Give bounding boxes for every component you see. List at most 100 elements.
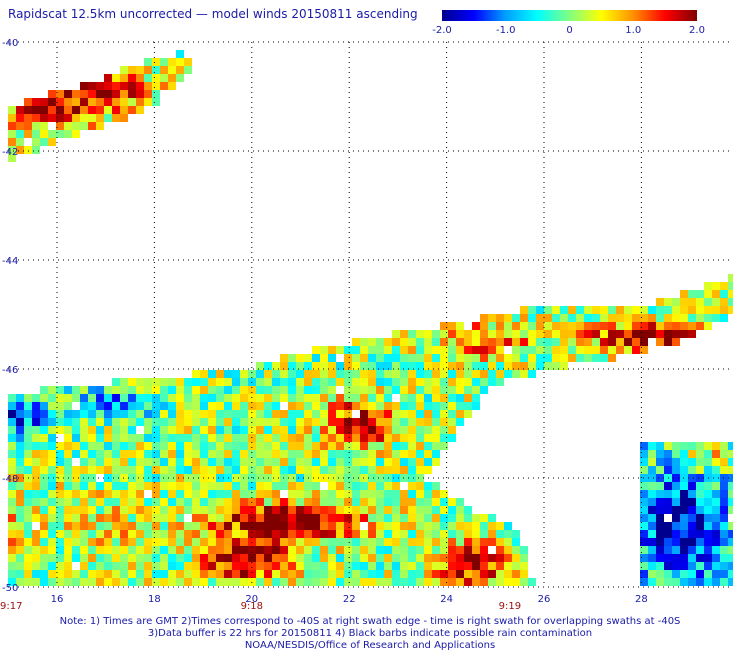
heatmap-cell [32, 394, 40, 402]
heatmap-cell [304, 354, 312, 362]
heatmap-cell [464, 338, 472, 346]
heatmap-cell [80, 458, 88, 466]
heatmap-cell [416, 354, 424, 362]
heatmap-cell [80, 490, 88, 498]
heatmap-cell [568, 322, 576, 330]
heatmap-cell [720, 314, 728, 322]
heatmap-cell [16, 490, 24, 498]
heatmap-cell [376, 418, 384, 426]
heatmap-cell [496, 522, 504, 530]
heatmap-cell [472, 570, 480, 578]
heatmap-cell [120, 394, 128, 402]
heatmap-cell [160, 394, 168, 402]
heatmap-cell [488, 338, 496, 346]
heatmap-cell [432, 378, 440, 386]
heatmap-cell [368, 546, 376, 554]
heatmap-cell [720, 466, 728, 474]
heatmap-cell [136, 394, 144, 402]
heatmap-cell [488, 530, 496, 538]
heatmap-cell [416, 474, 424, 482]
heatmap-cell [16, 522, 24, 530]
heatmap-cell [304, 378, 312, 386]
heatmap-cell [624, 346, 632, 354]
heatmap-cell [280, 394, 288, 402]
heatmap-cell [176, 522, 184, 530]
heatmap-cell [688, 506, 696, 514]
heatmap-cell [400, 370, 408, 378]
heatmap-cell [224, 562, 232, 570]
heatmap-cell [464, 570, 472, 578]
heatmap-cell [296, 514, 304, 522]
heatmap-cell [240, 442, 248, 450]
heatmap-cell [16, 474, 24, 482]
heatmap-cell [592, 322, 600, 330]
heatmap-cell [8, 154, 16, 162]
heatmap-cell [144, 482, 152, 490]
heatmap-cell [704, 282, 712, 290]
heatmap-cell [40, 538, 48, 546]
heatmap-cell [184, 578, 192, 586]
heatmap-cell [88, 442, 96, 450]
heatmap-cell [368, 490, 376, 498]
heatmap-cell [456, 378, 464, 386]
heatmap-cell [248, 482, 256, 490]
heatmap-cell [672, 578, 680, 586]
heatmap-cell [336, 370, 344, 378]
heatmap-cell [232, 466, 240, 474]
heatmap-cell [216, 402, 224, 410]
heatmap-cell [104, 434, 112, 442]
heatmap-cell [384, 466, 392, 474]
heatmap-cell [408, 490, 416, 498]
heatmap-cell [48, 466, 56, 474]
heatmap-cell [352, 538, 360, 546]
heatmap-cell [304, 418, 312, 426]
heatmap-cell [320, 514, 328, 522]
heatmap-cell [208, 514, 216, 522]
heatmap-cell [216, 466, 224, 474]
heatmap-cell [232, 458, 240, 466]
heatmap-cell [32, 114, 40, 122]
heatmap-cell [416, 410, 424, 418]
heatmap-cell [320, 418, 328, 426]
heatmap-cell [56, 498, 64, 506]
heatmap-cell [376, 506, 384, 514]
heatmap-cell [56, 450, 64, 458]
heatmap-cell [672, 298, 680, 306]
heatmap-cell [144, 90, 152, 98]
heatmap-cell [432, 522, 440, 530]
heatmap-cell [368, 426, 376, 434]
heatmap-cell [384, 410, 392, 418]
heatmap-cell [64, 482, 72, 490]
heatmap-cell [328, 490, 336, 498]
heatmap-cell [728, 466, 733, 474]
heatmap-cell [88, 522, 96, 530]
heatmap-cell [360, 506, 368, 514]
heatmap-cell [376, 442, 384, 450]
heatmap-cell [632, 314, 640, 322]
heatmap-cell [72, 410, 80, 418]
heatmap-cell [368, 418, 376, 426]
heatmap-cell [48, 458, 56, 466]
heatmap-cell [24, 490, 32, 498]
heatmap-cell [96, 418, 104, 426]
axis-labels: 16 18 20 22 24 26 28-40-42-44-46-48-509:17 9:18… [0, 38, 648, 610]
heatmap-cell [544, 362, 552, 370]
heatmap-cell [352, 458, 360, 466]
heatmap-cell [208, 458, 216, 466]
heatmap-cell [144, 394, 152, 402]
heatmap-cell [328, 498, 336, 506]
heatmap-cell [328, 402, 336, 410]
heatmap-cell [408, 474, 416, 482]
heatmap-cell [168, 482, 176, 490]
heatmap-cell [272, 482, 280, 490]
heatmap-cell [312, 410, 320, 418]
heatmap-cell [296, 458, 304, 466]
heatmap-cell [544, 346, 552, 354]
heatmap-cell [680, 290, 688, 298]
heatmap-cell [56, 570, 64, 578]
heatmap-cell [72, 122, 80, 130]
heatmap-cell [72, 514, 80, 522]
heatmap-cell [416, 546, 424, 554]
heatmap-cell [296, 482, 304, 490]
colorbar-ticks: -2.0 -1.0 0 1.0 2.0 [432, 25, 705, 36]
